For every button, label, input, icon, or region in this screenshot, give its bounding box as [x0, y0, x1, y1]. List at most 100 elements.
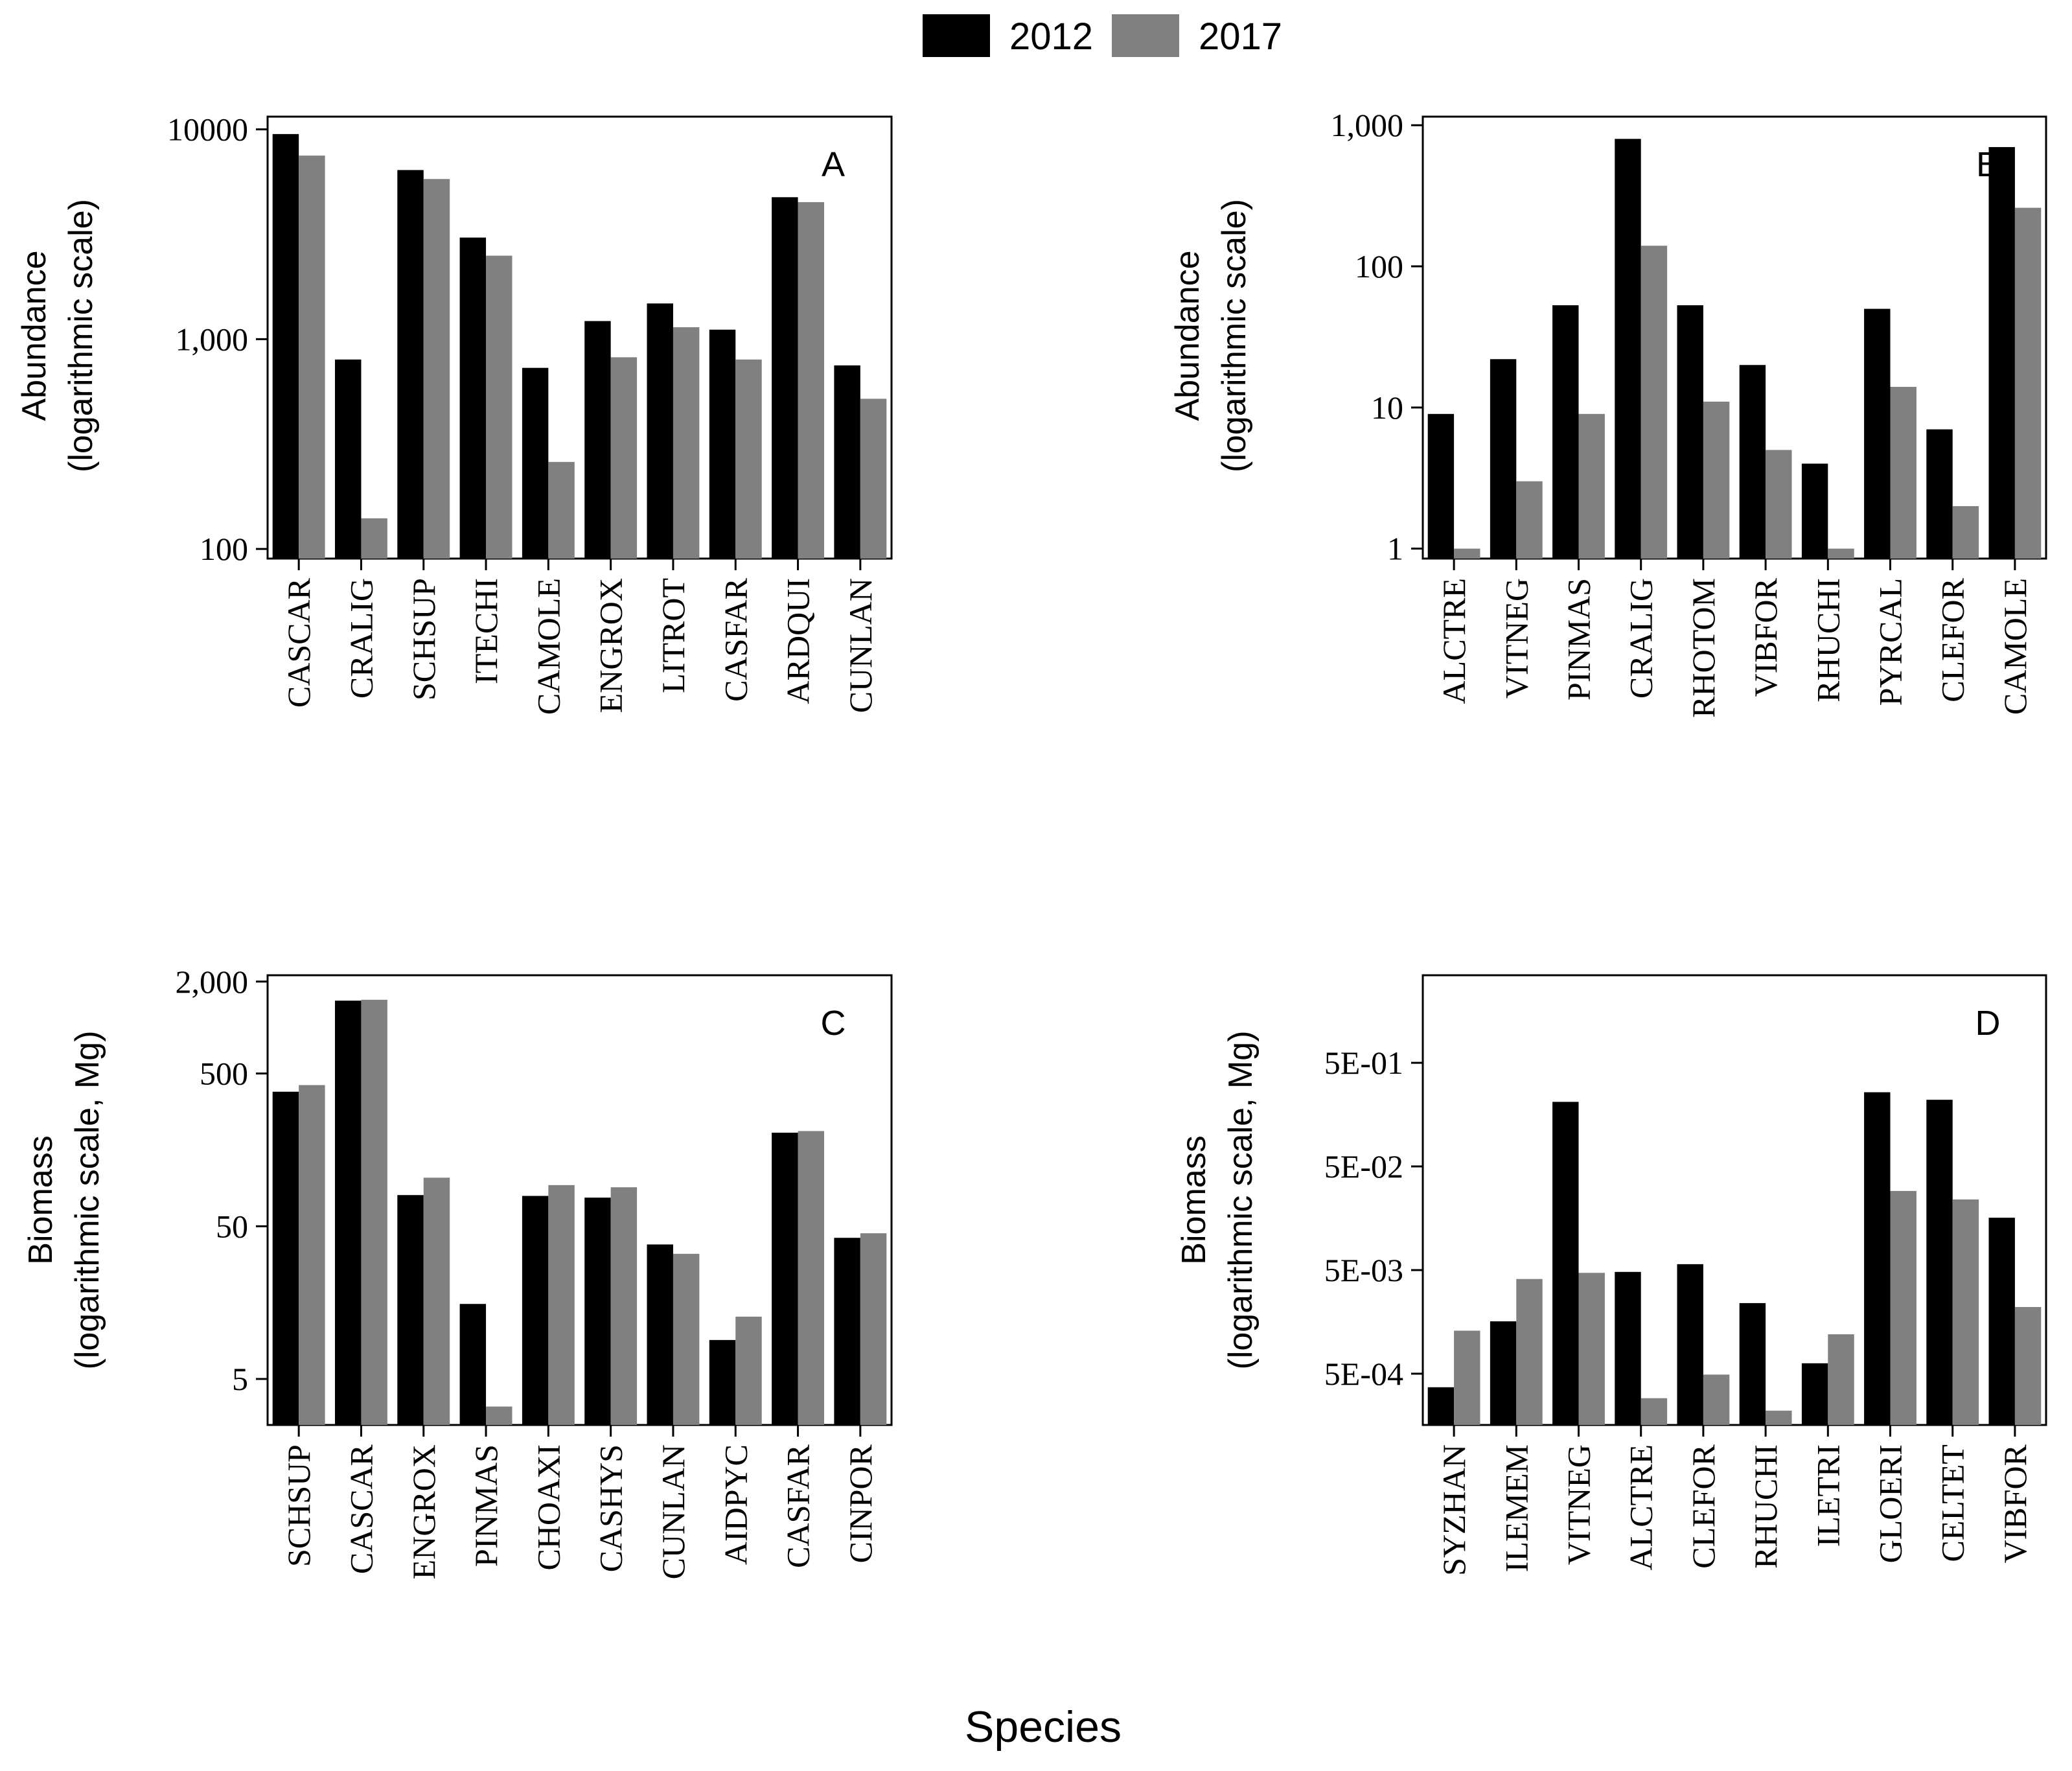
bar-2012-iletri: [1801, 1363, 1828, 1425]
bar-2017-alctre: [1454, 548, 1480, 559]
bar-2017-pyrcal: [1890, 386, 1917, 559]
plot-frame: [266, 974, 893, 1426]
bar-2017-rhotom: [1703, 401, 1730, 559]
bar-2017-clefor: [1703, 1374, 1730, 1425]
bar-2012-pyrcal: [1864, 308, 1891, 559]
x-tick-label: ALCTRE: [1623, 1444, 1659, 1570]
x-tick-label: LITROT: [655, 578, 691, 693]
plot-frame: [1422, 115, 2047, 560]
y-tick-label: 5E-04: [1324, 1356, 1403, 1392]
x-tick-label: CASFAR: [717, 577, 754, 701]
bar-2012-syzhan: [1427, 1387, 1455, 1425]
bar-2012-ardqui: [772, 197, 798, 559]
bar-2017-ardqui: [798, 202, 824, 559]
x-tick-label: ILETRI: [1810, 1444, 1846, 1547]
x-tick-label: CASCAR: [343, 1444, 379, 1574]
bar-2017-cascar: [361, 999, 387, 1425]
bar-2017-schsup: [423, 179, 450, 559]
bar-2017-iletri: [1828, 1334, 1854, 1425]
y-tick-label: 1,000: [176, 321, 249, 357]
bar-2012-casfar: [772, 1132, 798, 1425]
bar-2012-cralig: [1615, 139, 1641, 559]
bar-2012-cashys: [584, 1198, 611, 1425]
y-tick-label: 5E-02: [1324, 1148, 1403, 1185]
legend: 2012 2017: [923, 14, 1282, 58]
plot-frame: [1422, 974, 2047, 1426]
x-tick-label: RHUCHI: [1747, 1444, 1784, 1569]
bar-2012-casfar: [709, 329, 736, 559]
bar-2017-gloeri: [1890, 1190, 1917, 1425]
y-tick-label: 50: [216, 1208, 248, 1244]
plot-frame: [266, 115, 893, 560]
bar-2012-engrox: [584, 321, 611, 559]
bar-2012-pinmas: [459, 1304, 487, 1425]
y-tick-label: 100: [1355, 248, 1403, 284]
bar-2017-vibfor: [1766, 450, 1792, 559]
bar-2017-rhuchi: [1766, 1410, 1792, 1425]
bar-2017-cinpor: [860, 1233, 887, 1425]
x-tick-label: VITNEG: [1498, 578, 1534, 699]
bar-2012-cralig: [335, 359, 362, 559]
x-tick-label: CRALIG: [343, 578, 379, 699]
legend-swatch-2012: [923, 14, 990, 57]
y-tick-label: 5: [232, 1361, 248, 1397]
bar-2012-cascar: [335, 1001, 362, 1425]
y-tick-label: 5E-01: [1324, 1045, 1403, 1081]
bar-2017-alctre: [1640, 1398, 1668, 1425]
bar-2012-cunlan: [834, 365, 860, 559]
bar-2012-gloeri: [1864, 1092, 1891, 1425]
bar-2017-syzhan: [1454, 1330, 1480, 1425]
bar-2017-cunlan: [860, 399, 887, 559]
bar-2017-vibfor: [2014, 1306, 2042, 1425]
x-tick-label: AIDPYC: [717, 1444, 754, 1565]
legend-swatch-2017: [1112, 14, 1179, 57]
bar-2012-celtet: [1926, 1100, 1953, 1425]
y-axis-subtitle: (logarithmic scale): [1215, 199, 1253, 472]
bar-2017-vitneg: [1578, 1273, 1605, 1425]
x-tick-label: GLOERI: [1872, 1444, 1909, 1563]
bar-2012-rhuchi: [1801, 463, 1828, 559]
bar-2017-camole: [548, 461, 575, 559]
legend-label-2017: 2017: [1199, 16, 1282, 58]
bar-2012-ilemem: [1490, 1321, 1517, 1425]
x-tick-label: CUNLAN: [655, 1444, 691, 1579]
y-tick-label: 500: [200, 1056, 248, 1092]
x-tick-label: ARDQUI: [780, 578, 816, 704]
bar-2017-aidpyc: [735, 1316, 762, 1425]
bar-2012-vitneg: [1490, 359, 1517, 559]
x-tick-label: ALCTRE: [1436, 578, 1472, 704]
y-tick-label: 5E-03: [1324, 1252, 1403, 1288]
bar-2017-vitneg: [1516, 481, 1543, 559]
y-axis-title: Biomass: [22, 1135, 60, 1264]
y-tick-label: 1: [1387, 531, 1403, 567]
bar-2017-engrox: [423, 1177, 450, 1425]
bar-2017-cralig: [1640, 246, 1668, 559]
x-tick-label: CRALIG: [1623, 578, 1659, 699]
x-tick-label: CASFAR: [780, 1444, 816, 1568]
y-tick-label: 2,000: [176, 964, 249, 1000]
bar-2017-clefor: [1952, 506, 1979, 559]
bar-2012-camole: [1988, 146, 2015, 559]
x-tick-label: CHOAXI: [530, 1444, 566, 1570]
bar-2012-litrot: [647, 303, 673, 559]
x-tick-label: ITECHI: [468, 578, 504, 684]
bar-2017-pinmas: [486, 1406, 512, 1425]
bar-2017-engrox: [610, 357, 638, 559]
legend-label-2012: 2012: [1009, 16, 1093, 58]
x-tick-label: CAMOLE: [530, 578, 566, 715]
bar-2012-vitneg: [1552, 1102, 1579, 1425]
panel-c: 5 50 500 2,000 SCHSUP CASCAR ENGROX PINMAS CHOAX…: [22, 964, 893, 1579]
bar-2017-cralig: [361, 518, 387, 559]
panel-a: 100 1,000 10000 CASCAR CRALIG SCHSUP ITECHI CAM…: [16, 111, 893, 715]
bar-2012-camole: [522, 367, 549, 559]
x-axis-title: Species: [965, 1702, 1122, 1752]
x-tick-label: SCHSUP: [281, 1444, 317, 1567]
bar-2012-alctre: [1427, 413, 1455, 559]
bar-2012-vibfor: [1988, 1218, 2015, 1425]
bar-2017-cascar: [299, 156, 325, 559]
x-tick-label: SCHSUP: [406, 578, 442, 700]
bar-2012-vibfor: [1739, 365, 1766, 559]
bar-2012-choaxi: [522, 1196, 549, 1425]
x-tick-label: CELTET: [1935, 1444, 1971, 1562]
panel-label: B: [1976, 145, 1999, 184]
